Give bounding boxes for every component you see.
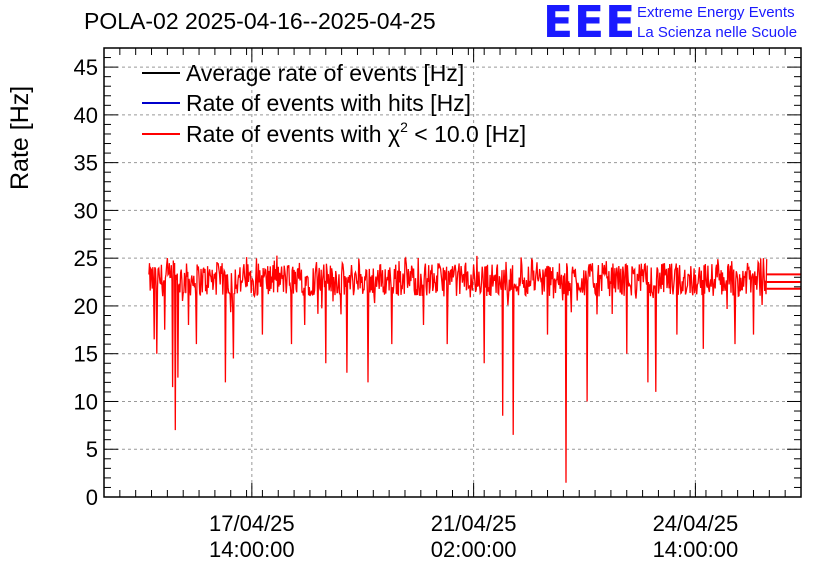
- y-tick-label: 20: [74, 294, 98, 319]
- y-tick-label: 0: [86, 485, 98, 510]
- y-tick-label: 5: [86, 437, 98, 462]
- legend-chi2-suffix: < 10.0 [Hz]: [408, 121, 526, 147]
- logo-caption-line2: La Scienza nelle Scuole: [637, 24, 798, 41]
- eee-logo: EEE: [543, 0, 637, 48]
- x-tick-label-date: 17/04/25: [209, 511, 295, 536]
- legend: Average rate of events [Hz] Rate of even…: [142, 60, 526, 147]
- legend-chi2-symbol: χ: [388, 121, 400, 147]
- grid-lines: [104, 48, 801, 497]
- y-tick-label: 10: [74, 389, 98, 414]
- logo-caption-line1: Extreme Energy Events: [637, 4, 795, 21]
- legend-label-hits: Rate of events with hits [Hz]: [186, 90, 471, 116]
- legend-chi2-prefix: Rate of events with: [186, 121, 388, 147]
- legend-label-average: Average rate of events [Hz]: [186, 60, 464, 86]
- chart-title: POLA-02 2025-04-16--2025-04-25: [84, 8, 436, 34]
- y-tick-label: 15: [74, 342, 98, 367]
- series-line-chi2: [148, 255, 768, 483]
- legend-label-chi2: Rate of events with χ2 < 10.0 [Hz]: [186, 119, 526, 147]
- legend-chi2-sup: 2: [400, 119, 408, 135]
- x-tick-label-time: 02:00:00: [431, 537, 517, 562]
- y-tick-label: 45: [74, 55, 98, 80]
- x-tick-label-time: 14:00:00: [209, 537, 295, 562]
- series-lines: [148, 255, 801, 483]
- axis-ticks: 05101520253035404517/04/2514:00:0021/04/…: [74, 47, 802, 562]
- y-tick-label: 40: [74, 103, 98, 128]
- x-tick-label-date: 24/04/25: [653, 511, 739, 536]
- x-tick-label-date: 21/04/25: [431, 511, 517, 536]
- y-tick-label: 25: [74, 246, 98, 271]
- y-tick-label: 30: [74, 198, 98, 223]
- y-axis-label: Rate [Hz]: [6, 85, 34, 190]
- y-tick-label: 35: [74, 151, 98, 176]
- x-tick-label-time: 14:00:00: [653, 537, 739, 562]
